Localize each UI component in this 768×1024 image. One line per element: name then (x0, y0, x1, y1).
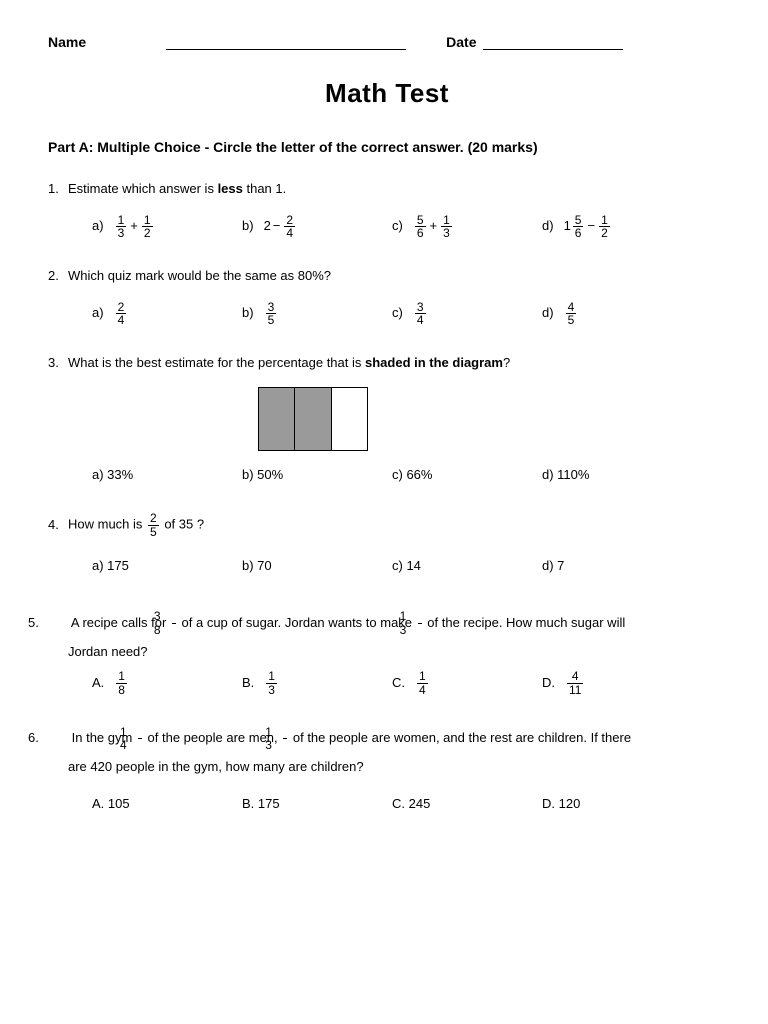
q6-opt-d[interactable]: D. 120 (542, 792, 692, 817)
date-blank[interactable] (483, 35, 623, 50)
q2-opt-d[interactable]: d)45 (542, 301, 692, 327)
diagram-cell-shaded (295, 388, 331, 450)
q4-options: a) 175 b) 70 c) 14 d) 7 (48, 554, 726, 579)
q5-opt-b[interactable]: B.13 (242, 670, 392, 696)
q5-opt-d[interactable]: D.411 (542, 670, 692, 696)
q5-opt-c[interactable]: C.14 (392, 670, 542, 696)
name-blank[interactable] (166, 35, 406, 50)
q3-text: What is the best estimate for the percen… (68, 351, 510, 376)
q2-opt-b[interactable]: b)35 (242, 301, 392, 327)
page-title: Math Test (48, 78, 726, 109)
q3-opt-a[interactable]: a) 33% (92, 463, 242, 488)
shaded-diagram (258, 387, 368, 451)
q2-text: Which quiz mark would be the same as 80%… (68, 264, 331, 289)
q4-opt-b[interactable]: b) 70 (242, 554, 392, 579)
q4-opt-d[interactable]: d) 7 (542, 554, 692, 579)
q6-opt-c[interactable]: C. 245 (392, 792, 542, 817)
q4-opt-c[interactable]: c) 14 (392, 554, 542, 579)
q5-opt-a[interactable]: A.18 (92, 670, 242, 696)
question-6: 6. In the gym 14 of the people are men, … (48, 724, 726, 816)
q4-opt-a[interactable]: a) 175 (92, 554, 242, 579)
q1-number: 1. (48, 177, 68, 202)
q1-opt-c[interactable]: c) 56 + 13 (392, 214, 542, 240)
question-3: 3. What is the best estimate for the per… (48, 351, 726, 488)
worksheet-page: Name Date Math Test Part A: Multiple Cho… (0, 0, 768, 860)
q6-text: 6. In the gym 14 of the people are men, … (48, 724, 726, 781)
question-4: 4. How much is 25 of 35 ? a) 175 b) 70 c… (48, 512, 726, 579)
date-label: Date (446, 34, 476, 50)
q4-text: How much is 25 of 35 ? (68, 512, 204, 538)
q1-opt-a[interactable]: a) 13 + 12 (92, 214, 242, 240)
header-row: Name Date (48, 34, 726, 50)
q3-opt-b[interactable]: b) 50% (242, 463, 392, 488)
q3-number: 3. (48, 351, 68, 376)
q3-opt-d[interactable]: d) 110% (542, 463, 692, 488)
q2-options: a)24 b)35 c)34 d)45 (48, 301, 726, 327)
q1-options: a) 13 + 12 b) 2 − 24 c) 56 + 13 d) 156 − (48, 214, 726, 240)
q1-text: Estimate which answer is less than 1. (68, 177, 286, 202)
q6-opt-b[interactable]: B. 175 (242, 792, 392, 817)
q4-number: 4. (48, 513, 68, 538)
question-1: 1. Estimate which answer is less than 1.… (48, 177, 726, 240)
part-a-heading: Part A: Multiple Choice - Circle the let… (48, 139, 726, 155)
q2-opt-a[interactable]: a)24 (92, 301, 242, 327)
name-label: Name (48, 34, 86, 50)
q3-opt-c[interactable]: c) 66% (392, 463, 542, 488)
q2-number: 2. (48, 264, 68, 289)
q6-opt-a[interactable]: A. 105 (92, 792, 242, 817)
question-5: 5. A recipe calls for 38 of a cup of sug… (48, 609, 726, 696)
q1-opt-d[interactable]: d) 156 − 12 (542, 214, 692, 240)
diagram-cell-shaded (259, 388, 295, 450)
q5-text: 5. A recipe calls for 38 of a cup of sug… (48, 609, 726, 666)
q6-options: A. 105 B. 175 C. 245 D. 120 (48, 792, 726, 817)
q3-options: a) 33% b) 50% c) 66% d) 110% (48, 463, 726, 488)
q1-opt-b[interactable]: b) 2 − 24 (242, 214, 392, 240)
q5-options: A.18 B.13 C.14 D.411 (48, 670, 726, 696)
q2-opt-c[interactable]: c)34 (392, 301, 542, 327)
question-2: 2. Which quiz mark would be the same as … (48, 264, 726, 327)
diagram-cell-unshaded (332, 388, 367, 450)
